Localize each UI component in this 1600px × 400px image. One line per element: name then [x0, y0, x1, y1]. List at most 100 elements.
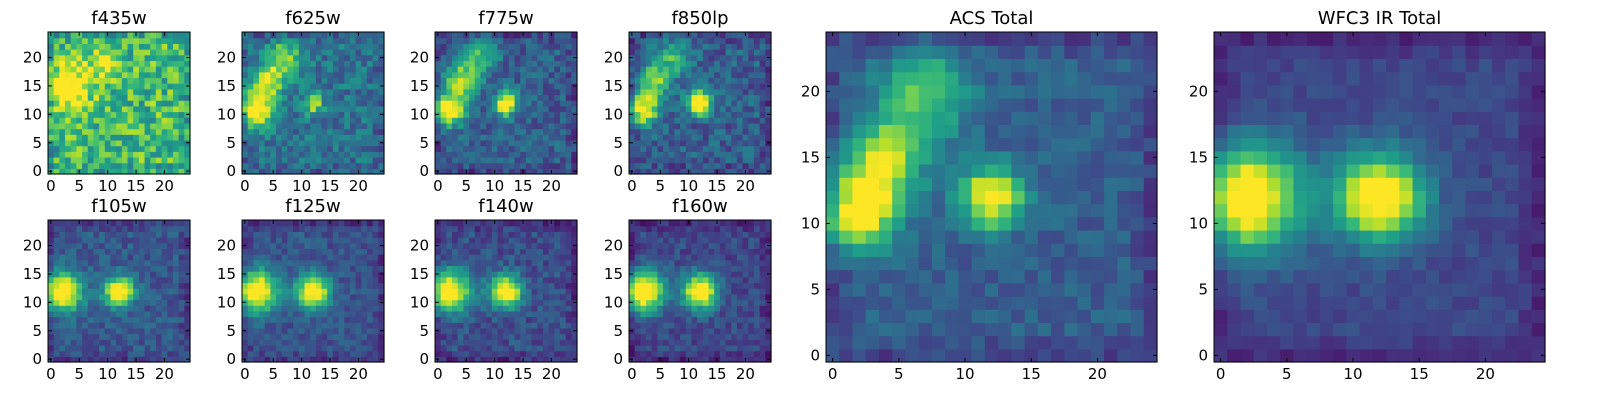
heatmap-cell [264, 128, 271, 135]
heatmap-cell [497, 83, 504, 90]
heatmap-cell [298, 77, 306, 84]
heatmap-cell [378, 276, 385, 284]
heatmap-cell [138, 254, 146, 261]
heatmap-cell [321, 248, 328, 255]
heatmap-cell [474, 139, 482, 147]
heatmap-cell [446, 327, 453, 335]
heatmap-cell [469, 43, 476, 50]
heatmap-cell [457, 94, 464, 101]
heatmap-cell [99, 282, 106, 289]
heatmap-cell [474, 32, 482, 39]
heatmap-cell [310, 254, 317, 261]
heatmap-cell [657, 322, 664, 329]
heatmap-cell [48, 43, 55, 50]
heatmap-cell [748, 288, 755, 295]
heatmap-cell [702, 134, 710, 141]
heatmap-cell [59, 94, 66, 101]
heatmap-cell [293, 310, 300, 318]
heatmap-cell [298, 139, 306, 147]
heatmap-cell [719, 162, 727, 169]
heatmap-cell [76, 288, 83, 295]
heatmap-cell [310, 242, 317, 249]
heatmap-cell [172, 333, 180, 340]
heatmap-cell [167, 350, 174, 357]
x-tick-label: 0 [433, 177, 443, 195]
heatmap-cell [104, 265, 112, 272]
heatmap-cell [281, 293, 289, 301]
heatmap-cell [138, 105, 146, 113]
heatmap-cell [702, 288, 710, 295]
heatmap-cell [155, 49, 163, 56]
heatmap-cell [554, 54, 561, 61]
heatmap-cell [725, 117, 732, 124]
heatmap-cell [127, 111, 134, 118]
heatmap-cell [99, 122, 106, 130]
heatmap-cell [327, 54, 334, 61]
heatmap-cell [469, 100, 476, 107]
heatmap-cell [48, 316, 55, 323]
heatmap-cell [674, 288, 681, 295]
heatmap-cell [87, 322, 95, 329]
heatmap-cell [497, 356, 504, 363]
heatmap-cell [629, 105, 636, 113]
heatmap-cell [565, 139, 572, 147]
heatmap-cell [281, 333, 289, 340]
heatmap-cell [559, 276, 567, 284]
heatmap-cell [65, 231, 72, 238]
heatmap-cell [253, 83, 260, 90]
heatmap-cell [53, 322, 60, 329]
heatmap-cell [133, 111, 140, 118]
heatmap-cell [668, 168, 676, 175]
heatmap-cell [531, 168, 538, 175]
heatmap-cell [514, 350, 521, 357]
heatmap-cell [247, 162, 254, 169]
heatmap-cell [452, 122, 459, 130]
heatmap-cell [640, 117, 647, 124]
heatmap-cell [452, 265, 459, 272]
heatmap-cell [298, 83, 306, 90]
heatmap-cell [281, 242, 289, 249]
heatmap-cell [646, 288, 653, 295]
heatmap-cell [104, 134, 112, 141]
heatmap-cell [565, 32, 572, 39]
heatmap-cell [150, 254, 157, 261]
heatmap-cell [640, 111, 647, 118]
heatmap-cell [640, 66, 647, 73]
heatmap-cell [344, 32, 351, 39]
heatmap-cell [172, 77, 180, 84]
heatmap-cell [355, 271, 362, 278]
heatmap-cell [452, 327, 459, 335]
heatmap-cell [242, 265, 249, 272]
heatmap-cell [486, 145, 493, 152]
heatmap-cell [355, 49, 362, 56]
heatmap-cell [304, 310, 311, 318]
heatmap-cell [525, 105, 533, 113]
heatmap-cell [497, 43, 504, 50]
heatmap-cell [310, 237, 317, 244]
heatmap-cell [520, 350, 527, 357]
heatmap-cell [315, 162, 323, 169]
heatmap-cell [440, 139, 447, 147]
heatmap-cell [167, 66, 174, 73]
heatmap-cell [503, 265, 510, 272]
heatmap-cell [759, 339, 766, 346]
heatmap-cell [247, 271, 254, 278]
heatmap-cell [657, 282, 664, 289]
heatmap-cell [366, 220, 374, 227]
heatmap-cell [702, 350, 710, 357]
heatmap-cell [184, 43, 191, 50]
heatmap-cell [293, 293, 300, 301]
heatmap-cell [310, 139, 317, 147]
heatmap-cell [253, 49, 260, 56]
heatmap-cell [663, 43, 670, 50]
heatmap-cell [497, 259, 504, 267]
heatmap-cell [446, 242, 453, 249]
heatmap-cell [372, 327, 379, 335]
heatmap-cell [259, 282, 266, 289]
heatmap-cell [708, 316, 715, 323]
heatmap-cell [327, 276, 334, 284]
heatmap-cell [565, 333, 572, 340]
heatmap-cell [155, 310, 163, 318]
heatmap-cell [178, 134, 185, 141]
y-tick-label: 15 [410, 265, 429, 283]
